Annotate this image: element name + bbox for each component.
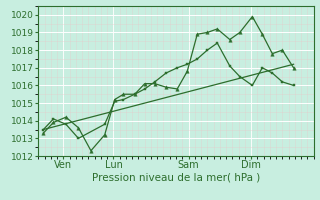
X-axis label: Pression niveau de la mer( hPa ): Pression niveau de la mer( hPa )	[92, 173, 260, 183]
